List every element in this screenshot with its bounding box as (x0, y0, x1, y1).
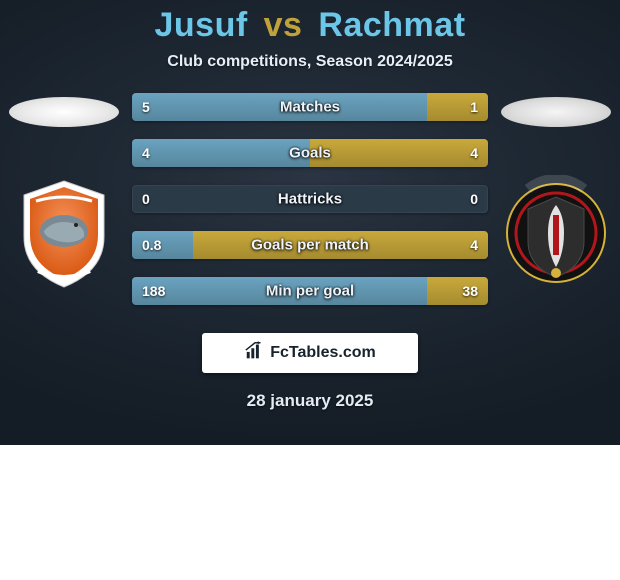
stat-label: Goals per match (251, 237, 369, 254)
stat-right-value: 4 (470, 145, 478, 161)
stat-left-value: 4 (142, 145, 150, 161)
date-line: 28 january 2025 (0, 391, 620, 411)
stat-label: Min per goal (266, 283, 354, 300)
page-title: Jusuf vs Rachmat (0, 0, 620, 45)
title-player2: Rachmat (318, 6, 465, 44)
subtitle: Club competitions, Season 2024/2025 (0, 53, 620, 71)
stat-row: 0 0 Hattricks (132, 185, 488, 213)
stat-right-value: 38 (462, 283, 478, 299)
bar-chart-icon (244, 340, 266, 367)
title-vs: vs (264, 6, 303, 44)
stat-row: 4 4 Goals (132, 139, 488, 167)
brand-text: FcTables.com (270, 344, 376, 362)
stat-right-fill (310, 139, 488, 167)
stat-label: Goals (289, 145, 331, 162)
stat-row: 5 1 Matches (132, 93, 488, 121)
stat-right-fill (427, 277, 488, 305)
left-disc (9, 97, 119, 127)
stat-label: Matches (280, 99, 340, 116)
stat-left-fill (132, 139, 310, 167)
stat-right-value: 0 (470, 191, 478, 207)
stat-right-value: 1 (470, 99, 478, 115)
stat-left-value: 0 (142, 191, 150, 207)
comparison-card: Jusuf vs Rachmat Club competitions, Seas… (0, 0, 620, 445)
left-column (4, 93, 124, 291)
stat-left-value: 0.8 (142, 237, 161, 253)
stat-left-value: 188 (142, 283, 165, 299)
stat-row: 0.8 4 Goals per match (132, 231, 488, 259)
stat-right-value: 4 (470, 237, 478, 253)
brand-box[interactable]: FcTables.com (202, 333, 418, 373)
pusamania-borneo-crest-icon (14, 175, 114, 291)
stat-bars: 5 1 Matches 4 4 Goals 0 0 Hattricks 0.8 4 Goals per… (124, 93, 496, 323)
below-whitespace (0, 445, 620, 580)
stat-row: 188 38 Min per goal (132, 277, 488, 305)
bali-united-crest-icon (506, 175, 606, 291)
title-player1: Jusuf (154, 6, 247, 44)
stat-right-fill (427, 93, 488, 121)
right-column (496, 93, 616, 291)
right-disc (501, 97, 611, 127)
stat-left-value: 5 (142, 99, 150, 115)
body-area: 5 1 Matches 4 4 Goals 0 0 Hattricks 0.8 4 Goals per… (0, 93, 620, 323)
stat-label: Hattricks (278, 191, 342, 208)
